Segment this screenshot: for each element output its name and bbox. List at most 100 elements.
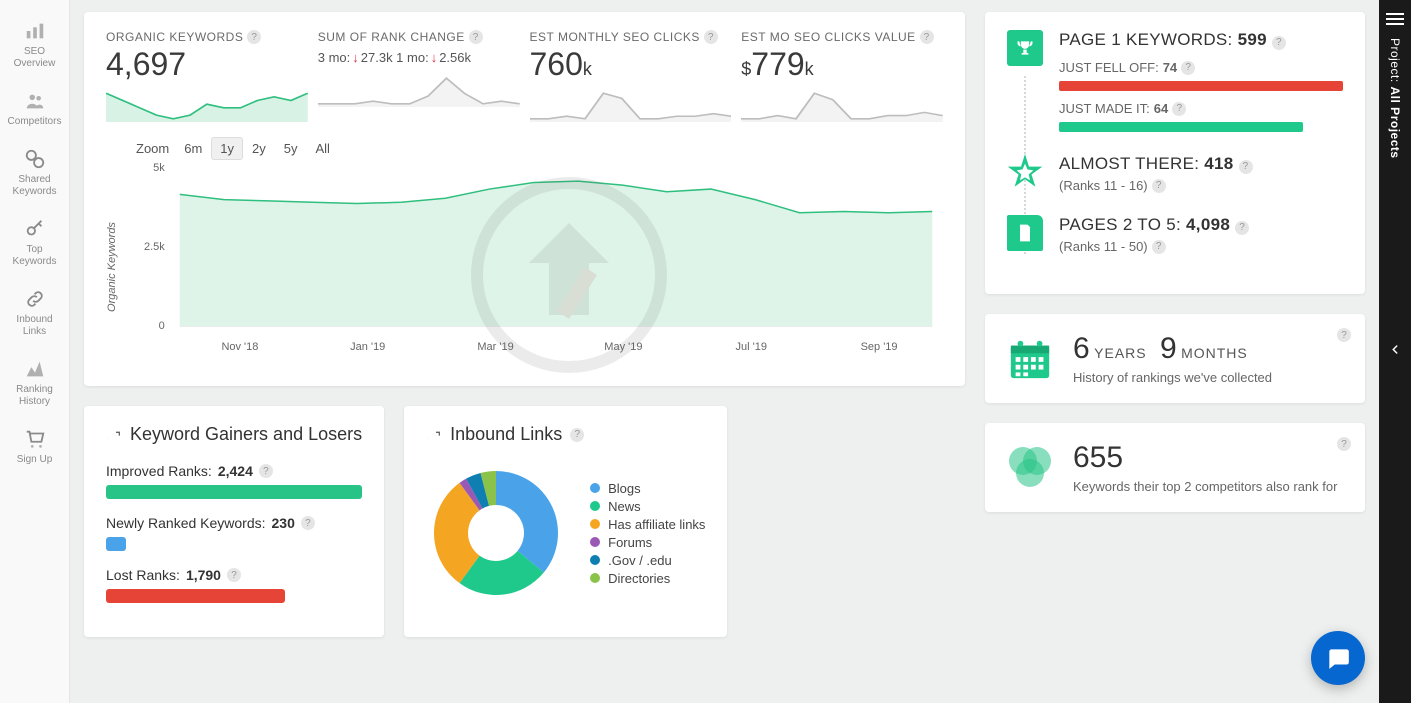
zoom-All[interactable]: All bbox=[307, 137, 339, 160]
nav-shared-keywords[interactable]: Shared Keywords bbox=[0, 138, 69, 208]
help-icon[interactable]: ? bbox=[301, 516, 315, 530]
metric-sub: 3 mo: ↓27.3k 1 mo: ↓2.56k bbox=[318, 50, 520, 65]
metric-label: EST MO SEO CLICKS VALUE ? bbox=[741, 30, 943, 44]
legend-item: Blogs bbox=[590, 481, 705, 496]
help-icon[interactable]: ? bbox=[704, 30, 718, 44]
zoom-2y[interactable]: 2y bbox=[243, 137, 275, 160]
competitor-sub: Keywords their top 2 competitors also ra… bbox=[1073, 479, 1337, 494]
gainers-row-2: Lost Ranks: 1,790 ? bbox=[106, 567, 362, 603]
chat-icon bbox=[1325, 645, 1351, 671]
kv-note: (Ranks 11 - 16) ? bbox=[1059, 178, 1343, 193]
nav-inbound-links[interactable]: Inbound Links bbox=[0, 278, 69, 348]
help-icon[interactable]: ? bbox=[1235, 221, 1249, 235]
sparkline bbox=[741, 90, 943, 122]
help-icon[interactable]: ? bbox=[1239, 160, 1253, 174]
gainers-losers-card: Keyword Gainers and Losers Improved Rank… bbox=[84, 406, 384, 637]
nav-ranking-history[interactable]: Ranking History bbox=[0, 348, 69, 418]
expand-chevron-icon[interactable] bbox=[1388, 342, 1402, 361]
mini-bar bbox=[1059, 122, 1303, 132]
help-icon[interactable]: ? bbox=[1152, 240, 1166, 254]
main-content: ORGANIC KEYWORDS ? 4,697 SUM OF RANK CHANG… bbox=[70, 0, 1379, 703]
nav-label: Shared Keywords bbox=[4, 174, 65, 198]
metric-value: 4,697 bbox=[106, 48, 308, 80]
help-icon[interactable]: ? bbox=[920, 30, 934, 44]
history-sub: History of rankings we've collected bbox=[1073, 370, 1272, 385]
gainers-row-0: Improved Ranks: 2,424 ? bbox=[106, 463, 362, 499]
ranking-history-card: ? 6 YEARS 9 MONTHS History of rankings w… bbox=[985, 314, 1365, 403]
bar-label: Lost Ranks: 1,790 ? bbox=[106, 567, 362, 583]
metric-label: SUM OF RANK CHANGE ? bbox=[318, 30, 520, 44]
metric-value: 760k bbox=[530, 48, 732, 80]
nav-label: SEO Overview bbox=[4, 46, 65, 70]
left-sidebar: SEO Overview Competitors Shared Keywords To… bbox=[0, 0, 70, 703]
help-icon[interactable]: ? bbox=[1337, 328, 1351, 342]
metric-label: ORGANIC KEYWORDS ? bbox=[106, 30, 308, 44]
nav-competitors[interactable]: Competitors bbox=[0, 80, 69, 138]
gainers-title: Keyword Gainers and Losers bbox=[106, 424, 362, 445]
kv-title: PAGES 2 TO 5: 4,098 ? bbox=[1059, 215, 1343, 235]
legend-item: Directories bbox=[590, 571, 705, 586]
competitor-count: 655 bbox=[1073, 441, 1337, 475]
chat-support-button[interactable] bbox=[1311, 631, 1365, 685]
metric-label: EST MONTHLY SEO CLICKS ? bbox=[530, 30, 732, 44]
help-icon[interactable]: ? bbox=[1272, 36, 1286, 50]
badge-icon bbox=[1007, 215, 1043, 251]
badge-icon bbox=[1007, 154, 1043, 190]
help-icon[interactable]: ? bbox=[1152, 179, 1166, 193]
watermark-icon bbox=[469, 175, 669, 375]
zoom-6m[interactable]: 6m bbox=[175, 137, 211, 160]
zoom-label: Zoom bbox=[136, 141, 169, 156]
help-icon[interactable]: ? bbox=[570, 428, 584, 442]
donut-slice[interactable] bbox=[496, 471, 558, 573]
help-icon[interactable]: ? bbox=[469, 30, 483, 44]
chart-line-icon bbox=[426, 427, 442, 443]
sparkline bbox=[530, 90, 732, 122]
competitor-keywords-card: ? 655 Keywords their top 2 competitors a… bbox=[985, 423, 1365, 512]
help-icon[interactable]: ? bbox=[247, 30, 261, 44]
page1-row-0: PAGE 1 KEYWORDS: 599 ?JUST FELL OFF:74 ?… bbox=[1007, 30, 1343, 132]
nav-sign-up[interactable]: Sign Up bbox=[0, 418, 69, 476]
nav-label: Inbound Links bbox=[4, 314, 65, 338]
legend-item: News bbox=[590, 499, 705, 514]
sparkline bbox=[318, 75, 520, 107]
page1-keywords-card: PAGE 1 KEYWORDS: 599 ?JUST FELL OFF:74 ?… bbox=[985, 12, 1365, 294]
overview-card: ORGANIC KEYWORDS ? 4,697 SUM OF RANK CHANG… bbox=[84, 12, 965, 386]
nav-label: Top Keywords bbox=[4, 244, 65, 268]
organic-keywords-chart: Organic Keywords 5k2.5k0 Nov '18Jan '19M… bbox=[126, 162, 943, 372]
project-label: Project: All Projects bbox=[1388, 38, 1402, 159]
inbound-title: Inbound Links ? bbox=[426, 424, 705, 445]
venn-icon bbox=[1007, 445, 1053, 491]
help-icon[interactable]: ? bbox=[1172, 102, 1186, 116]
history-duration: 6 YEARS 9 MONTHS bbox=[1073, 332, 1272, 366]
legend-item: .Gov / .edu bbox=[590, 553, 705, 568]
nav-label: Sign Up bbox=[17, 454, 53, 466]
metric-3: EST MO SEO CLICKS VALUE ? $779k bbox=[741, 30, 943, 127]
right-sidebar: Project: All Projects bbox=[1379, 0, 1411, 703]
metric-1: SUM OF RANK CHANGE ? 3 mo: ↓27.3k 1 mo: ↓… bbox=[318, 30, 520, 127]
donut-legend: BlogsNewsHas affiliate linksForums.Gov /… bbox=[590, 478, 705, 589]
bar bbox=[106, 537, 126, 551]
zoom-5y[interactable]: 5y bbox=[275, 137, 307, 160]
page1-row-2: PAGES 2 TO 5: 4,098 ? (Ranks 11 - 50) ? bbox=[1007, 215, 1343, 254]
bar-label: Newly Ranked Keywords: 230 ? bbox=[106, 515, 362, 531]
gainers-row-1: Newly Ranked Keywords: 230 ? bbox=[106, 515, 362, 551]
metric-value: $779k bbox=[741, 48, 943, 80]
nav-seo-overview[interactable]: SEO Overview bbox=[0, 10, 69, 80]
help-icon[interactable]: ? bbox=[227, 568, 241, 582]
zoom-controls: Zoom 6m1y2y5yAll bbox=[136, 141, 943, 156]
zoom-1y[interactable]: 1y bbox=[211, 137, 243, 160]
help-icon[interactable]: ? bbox=[1337, 437, 1351, 451]
legend-item: Forums bbox=[590, 535, 705, 550]
inbound-donut-chart bbox=[426, 463, 566, 603]
hamburger-icon[interactable] bbox=[1386, 10, 1404, 24]
help-icon[interactable]: ? bbox=[259, 464, 273, 478]
kv-sub: JUST MADE IT:64 ? bbox=[1059, 101, 1343, 116]
kv-sub: JUST FELL OFF:74 ? bbox=[1059, 60, 1343, 75]
help-icon[interactable]: ? bbox=[1181, 61, 1195, 75]
kv-note: (Ranks 11 - 50) ? bbox=[1059, 239, 1343, 254]
mini-bar bbox=[1059, 81, 1343, 91]
nav-top-keywords[interactable]: Top Keywords bbox=[0, 208, 69, 278]
bar bbox=[106, 589, 285, 603]
kv-title: ALMOST THERE: 418 ? bbox=[1059, 154, 1343, 174]
nav-label: Ranking History bbox=[4, 384, 65, 408]
